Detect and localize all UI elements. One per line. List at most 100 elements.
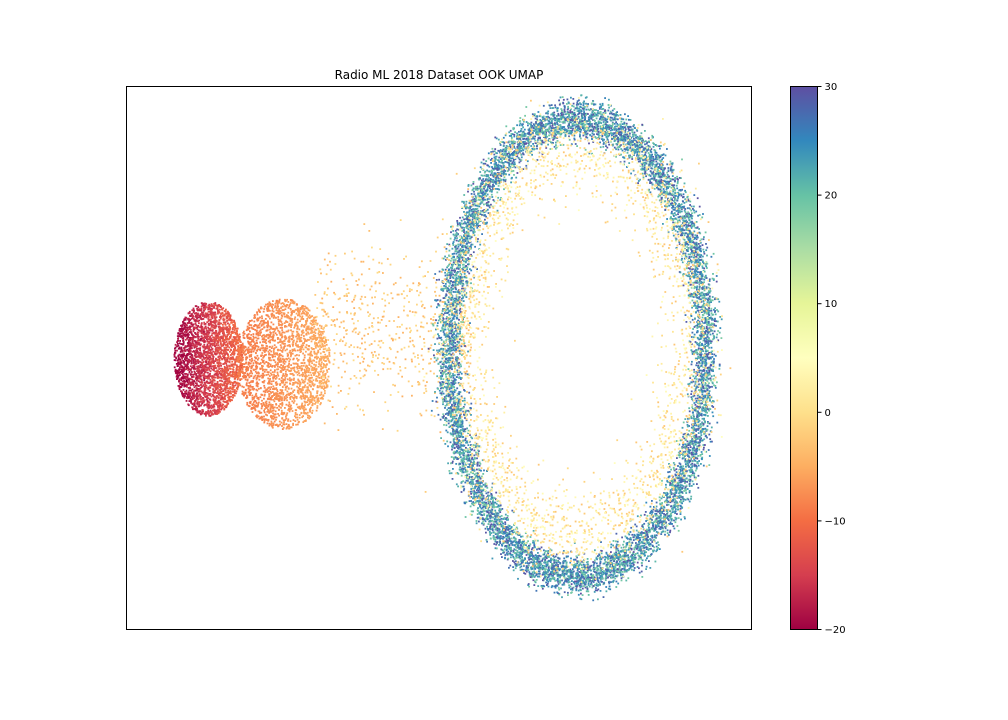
data-point — [196, 400, 199, 403]
data-point — [210, 318, 212, 321]
data-point — [248, 361, 250, 364]
data-point — [210, 362, 213, 365]
data-point — [229, 390, 231, 393]
data-point — [213, 360, 215, 363]
data-point — [218, 326, 221, 329]
data-point — [212, 326, 215, 329]
data-point — [273, 373, 275, 376]
data-point — [209, 392, 212, 395]
data-point — [201, 315, 204, 318]
data-point — [316, 344, 319, 347]
data-point — [219, 386, 221, 388]
data-point — [217, 408, 219, 411]
data-point — [281, 399, 283, 402]
data-point — [231, 386, 234, 389]
data-point — [298, 354, 300, 357]
data-point — [190, 314, 193, 317]
data-point — [194, 327, 197, 330]
data-point — [183, 327, 186, 330]
data-point — [224, 405, 226, 408]
data-point — [203, 333, 205, 336]
data-point — [186, 327, 189, 330]
data-point — [219, 408, 221, 411]
data-point — [190, 337, 193, 340]
data-point — [205, 363, 208, 366]
data-point — [241, 385, 244, 388]
data-point — [187, 393, 190, 396]
data-point — [198, 360, 201, 363]
data-point — [193, 354, 196, 357]
data-point — [364, 328, 367, 330]
data-point — [257, 337, 260, 340]
data-point — [179, 363, 182, 366]
data-point — [261, 354, 263, 357]
data-point — [205, 398, 208, 401]
data-point — [328, 355, 331, 357]
data-point — [221, 407, 223, 410]
data-point — [222, 326, 225, 329]
data-point — [235, 364, 238, 367]
data-point — [195, 378, 197, 380]
data-point — [224, 356, 227, 359]
data-point — [266, 391, 269, 393]
data-point — [310, 340, 313, 343]
data-point — [196, 378, 199, 381]
data-point — [185, 373, 188, 375]
data-point — [203, 327, 206, 329]
data-point — [250, 360, 253, 363]
data-point — [214, 313, 217, 316]
data-point — [276, 393, 278, 396]
data-point — [287, 366, 290, 369]
data-point — [307, 345, 310, 347]
data-point — [232, 336, 235, 338]
data-point — [272, 310, 275, 313]
data-point — [280, 406, 282, 409]
data-point — [251, 357, 253, 360]
data-point — [255, 332, 258, 335]
data-point — [368, 268, 371, 270]
data-point — [269, 309, 271, 312]
data-point — [201, 402, 203, 405]
data-point — [184, 318, 187, 321]
data-point — [230, 363, 233, 366]
data-point — [215, 347, 217, 349]
data-point — [241, 371, 244, 373]
data-point — [294, 381, 296, 384]
data-point — [239, 373, 241, 376]
data-point — [231, 356, 234, 359]
data-point — [257, 326, 260, 329]
data-point — [298, 407, 301, 409]
data-point — [211, 332, 214, 335]
data-point — [238, 375, 240, 378]
data-point — [207, 320, 210, 322]
data-point — [210, 303, 213, 305]
data-point — [187, 391, 190, 394]
data-point — [281, 375, 284, 377]
data-point — [198, 338, 200, 341]
data-point — [229, 400, 232, 403]
data-point — [196, 355, 199, 358]
data-point — [227, 329, 230, 332]
data-point — [221, 358, 224, 360]
data-point — [199, 326, 201, 329]
data-point — [226, 342, 229, 345]
data-point — [191, 325, 194, 327]
data-point — [222, 323, 224, 326]
data-point — [174, 368, 177, 371]
data-point — [187, 345, 190, 347]
data-point — [220, 322, 223, 325]
data-point — [198, 316, 201, 319]
data-point — [197, 395, 200, 397]
data-point — [185, 400, 188, 402]
data-point — [204, 335, 207, 338]
data-point — [227, 369, 230, 372]
data-point — [222, 307, 225, 310]
data-point — [206, 346, 209, 349]
data-point — [274, 388, 277, 390]
data-point — [180, 324, 182, 327]
data-point — [284, 336, 286, 339]
data-point — [298, 385, 301, 387]
data-point — [374, 369, 376, 372]
data-point — [188, 317, 190, 320]
data-point — [316, 405, 319, 407]
